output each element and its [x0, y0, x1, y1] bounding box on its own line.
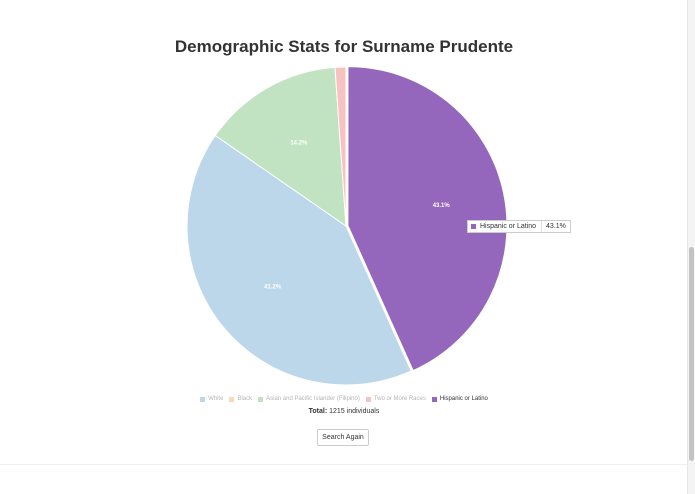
legend-swatch [200, 396, 206, 402]
legend-item-white[interactable]: White [200, 396, 223, 402]
pie-slice-white[interactable] [186, 134, 412, 386]
divider [0, 464, 687, 465]
slice-label: 41.2% [264, 285, 282, 291]
tooltip-name: Hispanic or Latino [480, 221, 543, 232]
legend-label: Black [237, 396, 253, 402]
legend-swatch [258, 396, 264, 402]
legend-item-black[interactable]: Black [229, 396, 252, 402]
legend-swatch [365, 396, 371, 402]
total-label: Total: [308, 408, 328, 415]
scrollbar-thumb[interactable] [689, 247, 694, 461]
legend-item-asian-pacific-islander[interactable]: Asian and Pacific Islander (Filipino) [258, 396, 360, 402]
pie-slice-two-or-more-races[interactable] [334, 66, 347, 227]
legend-label: Hispanic or Latino [439, 396, 488, 402]
legend-swatch [431, 396, 437, 402]
pie-slice-asian-and-pacific-islander-filipino[interactable] [214, 66, 347, 228]
slice-label: 43.1% [433, 203, 451, 209]
chart-legend: White Black Asian and Pacific Islander (… [0, 396, 688, 402]
pie-slice-hispanic-or-latino[interactable] [347, 66, 508, 372]
tooltip-value: 43.1% [546, 223, 566, 230]
slice-label: 14.2% [290, 141, 308, 147]
search-again-button[interactable]: Search Again [317, 429, 369, 446]
legend-item-two-or-more-races[interactable]: Two or More Races [365, 396, 426, 402]
tooltip-swatch [471, 224, 476, 229]
total-count: Total: 1215 individuals [0, 408, 688, 415]
legend-label: White [208, 396, 224, 402]
chart-tooltip: Hispanic or Latino 43.1% [467, 220, 571, 233]
chart-title: Demographic Stats for Surname Prudente [174, 37, 514, 56]
total-value: 1215 individuals [329, 408, 380, 415]
legend-item-hispanic-or-latino[interactable]: Hispanic or Latino [431, 396, 488, 402]
legend-swatch [229, 396, 235, 402]
legend-label: Two or More Races [373, 396, 426, 402]
legend-label: Asian and Pacific Islander (Filipino) [266, 396, 360, 402]
